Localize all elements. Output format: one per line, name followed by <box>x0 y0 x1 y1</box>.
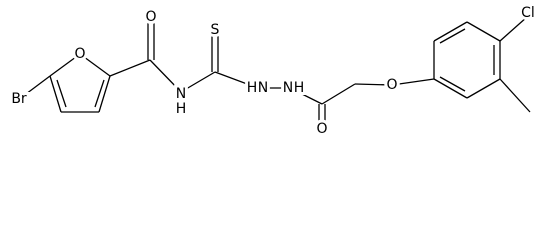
atom-label: S <box>211 22 220 38</box>
atom-label: O <box>386 77 397 93</box>
atom-label: N <box>176 86 186 102</box>
atom-label: Br <box>11 91 27 107</box>
atom-label: N <box>283 80 293 96</box>
atom-label: Cl <box>521 5 535 21</box>
atom-label: H <box>247 80 258 96</box>
bonds <box>21 16 531 126</box>
atom-labels: Br O O N H S H N N H O O Cl <box>8 2 538 140</box>
atom-label: N <box>258 80 268 96</box>
structure-diagram: Br O O N H S H N N H O O Cl <box>8 2 538 140</box>
atom-label: O <box>74 46 85 62</box>
atom-label: H <box>294 80 305 96</box>
atom-label: O <box>316 121 327 137</box>
atom-label: O <box>145 9 156 25</box>
atom-label: H <box>176 101 187 117</box>
